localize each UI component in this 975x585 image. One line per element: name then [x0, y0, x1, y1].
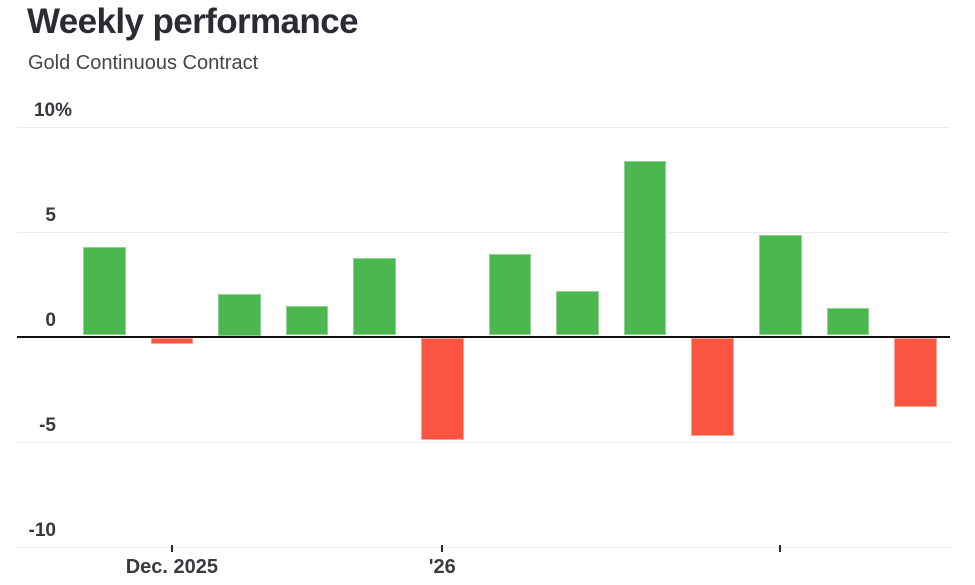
y-axis-label: 0	[45, 309, 56, 331]
y-axis-label: 5	[45, 204, 56, 226]
bar-negative	[691, 337, 734, 437]
bar-positive	[488, 253, 532, 336]
x-axis-tick	[779, 545, 782, 552]
x-axis-tick	[441, 545, 444, 552]
y-axis-label: -10	[28, 519, 56, 541]
gridline	[17, 127, 950, 128]
x-axis-tick	[170, 545, 173, 552]
bar-negative	[421, 337, 464, 441]
y-axis-label: 10%	[33, 99, 72, 121]
gridline	[17, 232, 950, 233]
chart-subtitle: Gold Continuous Contract	[28, 52, 259, 74]
bar-positive	[826, 308, 870, 336]
bar-positive	[623, 161, 667, 336]
gridline	[17, 547, 950, 548]
gridline	[17, 442, 950, 443]
zero-baseline	[17, 335, 950, 338]
bar-positive	[556, 291, 599, 336]
chart-title: Weekly performance	[27, 2, 359, 41]
x-axis-label: Dec. 2025	[125, 556, 218, 578]
bar-negative	[150, 337, 194, 344]
bar-positive	[759, 234, 802, 336]
bar-positive	[218, 293, 261, 336]
bar-negative	[894, 337, 937, 407]
bar-positive	[83, 247, 126, 336]
bar-positive	[353, 257, 396, 336]
y-axis-label: -5	[39, 414, 56, 436]
bar-positive	[285, 306, 329, 336]
x-axis-label: '26	[428, 556, 456, 578]
